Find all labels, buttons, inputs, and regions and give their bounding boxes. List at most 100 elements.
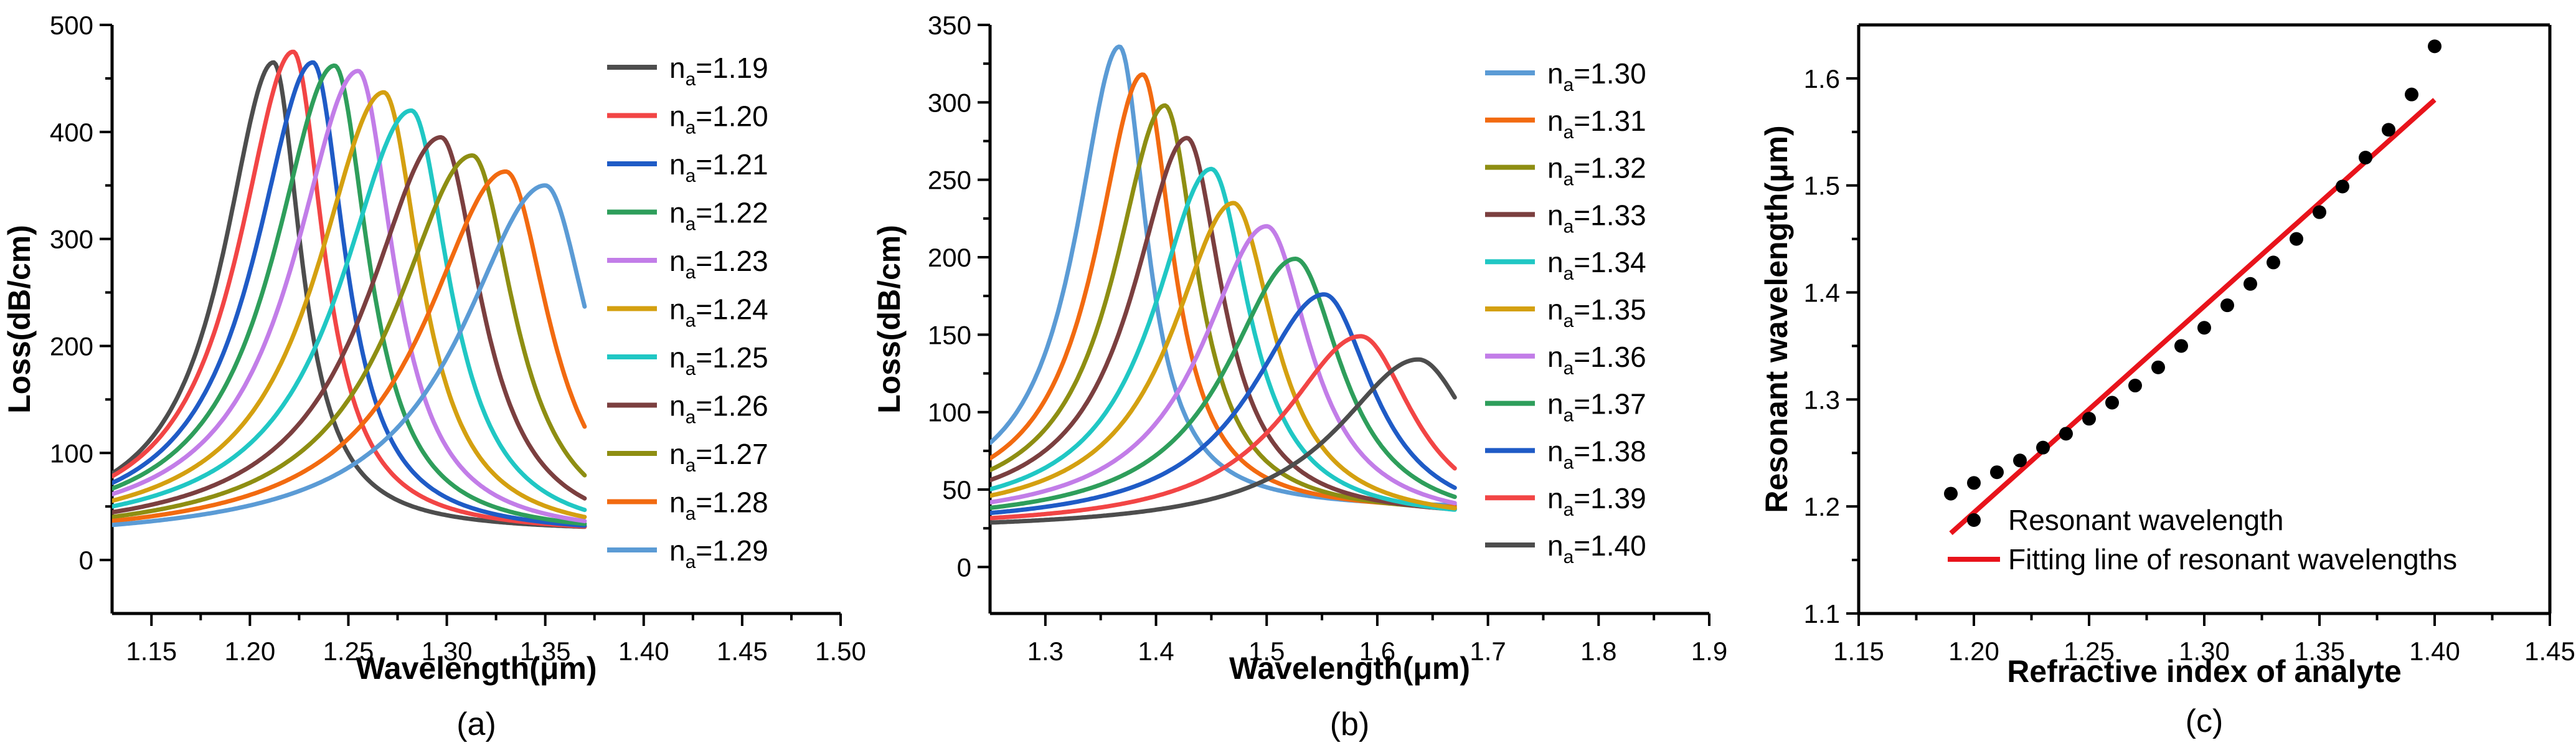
series-line-1.40 [990, 357, 1457, 525]
x-tick-label: 1.8 [1580, 637, 1616, 666]
y-tick-label: 100 [928, 398, 971, 427]
data-point [2382, 123, 2395, 137]
y-axis-title: Loss(dB/cm) [872, 225, 907, 414]
x-axis-title: Wavelength(μm) [1229, 651, 1470, 686]
data-point [2036, 440, 2050, 455]
series-line-1.24 [112, 90, 587, 519]
legend-label-1.23: na=1.23 [669, 245, 768, 283]
data-point [1990, 465, 2004, 480]
x-tick-label: 1.6 [1359, 637, 1395, 666]
y-axis-title: Resonant wavelength(μm) [1759, 125, 1794, 513]
series-line-1.23 [112, 69, 587, 524]
series-line-1.25 [112, 108, 587, 513]
y-tick-label: 200 [928, 243, 971, 272]
data-point [2174, 339, 2188, 353]
x-tick-label: 1.30 [2179, 637, 2230, 666]
legend-label-1.33: na=1.33 [1547, 199, 1646, 237]
data-point [2220, 298, 2234, 313]
y-tick-label: 250 [928, 166, 971, 195]
data-point [2290, 232, 2303, 246]
legend-label-1.24: na=1.24 [669, 293, 768, 331]
y-tick-label: 100 [50, 438, 93, 468]
x-tick-label: 1.45 [2524, 637, 2575, 666]
series-line-1.34 [990, 166, 1457, 512]
data-point [1967, 476, 1981, 490]
data-point [2243, 277, 2257, 291]
x-tick-label: 1.40 [2409, 637, 2460, 666]
x-tick-label: 1.15 [1833, 637, 1884, 666]
x-tick-label: 1.35 [520, 637, 571, 666]
x-tick-label: 1.35 [2294, 637, 2345, 666]
x-tick-label: 1.20 [1948, 637, 1999, 666]
panel-3: 1.15 1.20 1.25 1.30 1.35 1.40 1.45 1.1 1.2 1.3 1.4… [1759, 23, 2575, 739]
legend-label-1.19: na=1.19 [669, 52, 768, 90]
y-tick-label: 1.5 [1804, 171, 1840, 201]
x-axis-title: Wavelength(μm) [356, 651, 597, 686]
legend-label-1.35: na=1.35 [1547, 293, 1646, 331]
data-point [1944, 486, 1958, 501]
x-tick-label: 1.25 [2064, 637, 2115, 666]
series-line-1.19 [112, 60, 587, 529]
y-tick-label: 350 [928, 11, 971, 40]
panel-label: (c) [2186, 703, 2224, 739]
legend-label-1.25: na=1.25 [669, 341, 768, 379]
x-tick-label: 1.5 [1248, 637, 1285, 666]
y-tick-label: 1.2 [1804, 492, 1840, 521]
y-tick-label: 1.3 [1804, 385, 1840, 414]
series-line-1.22 [112, 63, 587, 526]
legend-label-1.38: na=1.38 [1547, 435, 1646, 473]
series-line-1.35 [990, 201, 1457, 511]
legend-label-1.20: na=1.20 [669, 100, 768, 138]
x-tick-label: 1.4 [1138, 637, 1174, 666]
panel-label: (b) [1330, 706, 1370, 742]
y-tick-label: 150 [928, 320, 971, 349]
data-point [2313, 205, 2326, 219]
legend-label-1.29: na=1.29 [669, 534, 768, 572]
legend-label-1.39: na=1.39 [1547, 482, 1646, 520]
legend-label-1.34: na=1.34 [1547, 246, 1646, 284]
panel-label: (a) [456, 706, 496, 742]
data-point [2428, 39, 2442, 54]
y-axis-title: Loss(dB/cm) [2, 225, 37, 414]
legend-label-1.30: na=1.30 [1547, 57, 1646, 95]
panel-1: 1.15 1.20 1.25 1.30 1.35 1.40 1.45 1.50 0 100 200 3… [2, 11, 866, 742]
series-line-1.36 [990, 224, 1457, 506]
series-line-1.20 [112, 49, 587, 529]
data-point [2128, 379, 2142, 393]
legend-label-1.31: na=1.31 [1547, 105, 1646, 143]
data-point [2059, 427, 2073, 441]
data-point [2267, 255, 2280, 270]
y-tick-label: 300 [928, 88, 971, 117]
legend-swatch-scatter [1967, 513, 1981, 527]
x-tick-label: 1.20 [224, 637, 275, 666]
y-tick-label: 0 [79, 546, 93, 575]
y-tick-label: 500 [50, 11, 93, 40]
legend-label-1.26: na=1.26 [669, 390, 768, 428]
panel-2: 1.3 1.4 1.5 1.6 1.7 1.8 1.9 0 50 100 150 200 250 300 3… [872, 11, 1727, 742]
legend-label-1.28: na=1.28 [669, 486, 768, 524]
series-line-1.28 [112, 169, 587, 523]
legend-label-fit: Fitting line of resonant wavelengths [2008, 543, 2457, 575]
x-tick-label: 1.3 [1027, 637, 1064, 666]
data-point [2359, 151, 2372, 165]
legend-label-1.22: na=1.22 [669, 197, 768, 235]
x-tick-label: 1.30 [422, 637, 473, 666]
legend-label-scatter: Resonant wavelength [2008, 504, 2283, 536]
x-tick-label: 1.15 [126, 637, 177, 666]
data-point [2336, 179, 2349, 194]
legend-label-1.37: na=1.37 [1547, 388, 1646, 426]
data-point [2197, 321, 2211, 335]
legend-label-1.32: na=1.32 [1547, 152, 1646, 190]
data-point [2151, 360, 2165, 374]
series-line-1.27 [112, 153, 587, 519]
data-point [2013, 453, 2027, 468]
series-line-1.29 [112, 183, 587, 528]
series-line-1.39 [990, 334, 1457, 521]
x-tick-label: 1.40 [618, 637, 669, 666]
series-group [112, 49, 587, 529]
y-tick-label: 1.6 [1804, 64, 1840, 93]
legend-label-1.27: na=1.27 [669, 438, 768, 476]
data-point [2082, 412, 2096, 426]
y-tick-label: 0 [957, 552, 971, 582]
